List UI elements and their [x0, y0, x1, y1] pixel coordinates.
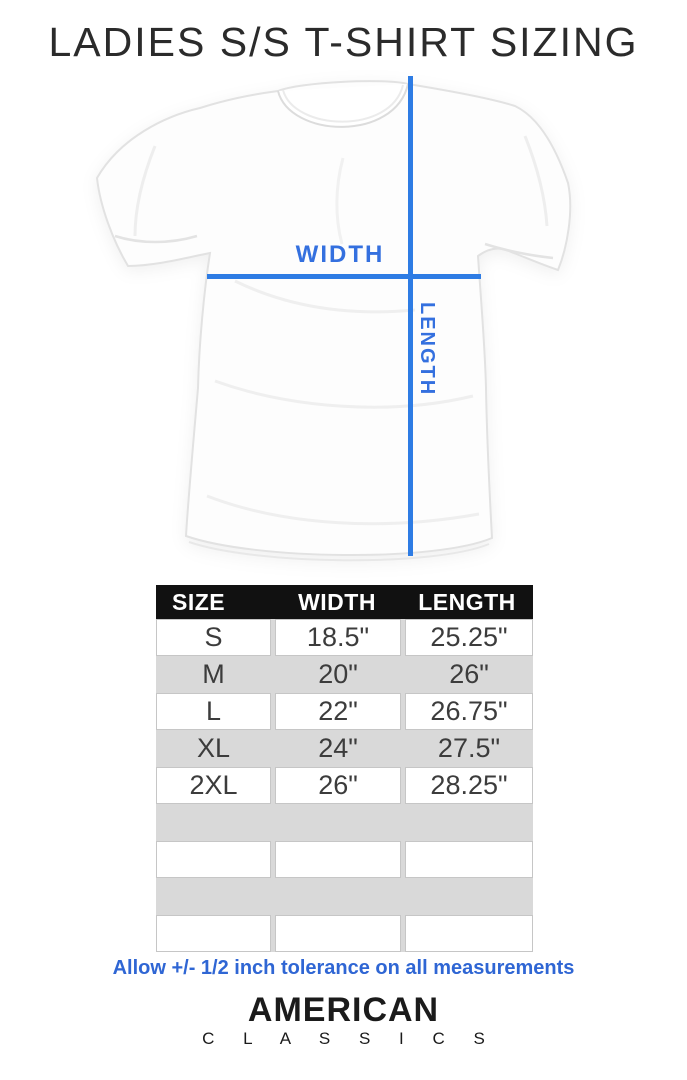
- table-row: S 18.5" 25.25": [156, 619, 533, 656]
- table-row: XL 24" 27.5": [156, 730, 533, 767]
- width-value: 20": [318, 659, 358, 689]
- length-value: [405, 878, 533, 915]
- width-measure-line: [207, 274, 481, 279]
- brand-logo-line2: C L A S S I C S: [202, 1029, 497, 1048]
- wrinkle: [335, 157, 345, 245]
- wrinkle: [234, 279, 416, 314]
- size-table-header: SIZE WIDTH LENGTH: [156, 585, 533, 619]
- length-value: 26.75": [405, 693, 533, 730]
- size-value: 2XL: [156, 767, 271, 804]
- tshirt-outline: [95, 80, 572, 556]
- width-value: [275, 841, 401, 878]
- width-label: WIDTH: [295, 241, 385, 268]
- tolerance-note: Allow +/- 1/2 inch tolerance on all meas…: [112, 957, 575, 979]
- header-size: SIZE: [172, 588, 226, 615]
- length-value: 26": [449, 659, 489, 689]
- wrinkle: [133, 145, 157, 237]
- table-row-empty: [156, 841, 533, 878]
- table-row: 2XL 26" 28.25": [156, 767, 533, 804]
- length-value: 28.25": [405, 767, 533, 804]
- left-sleeve-seam: [114, 234, 198, 244]
- size-value: XL: [196, 733, 231, 763]
- size-value: M: [202, 659, 225, 689]
- table-row-empty: [156, 878, 533, 915]
- brand-logo: AMERICAN C L A S S I C S: [0, 993, 687, 1047]
- tshirt-diagram: WIDTH LENGTH: [85, 76, 600, 564]
- wrinkle: [214, 379, 474, 409]
- length-measure-line: [408, 76, 413, 556]
- brand-logo-line1: AMERICAN: [247, 991, 440, 1029]
- page-title: LADIES S/S T-SHIRT SIZING: [48, 19, 639, 65]
- width-value: [275, 804, 401, 841]
- length-value: 27.5": [437, 733, 501, 763]
- size-value: [156, 915, 271, 952]
- size-table: SIZE WIDTH LENGTH S 18.5" 25.25" M 20" 2…: [156, 585, 533, 952]
- width-value: 22": [275, 693, 401, 730]
- header-length: LENGTH: [418, 588, 516, 615]
- bottom-hem-seam: [188, 541, 490, 562]
- length-label: LENGTH: [416, 302, 438, 397]
- width-value: [275, 915, 401, 952]
- width-value: 26": [275, 767, 401, 804]
- width-value: [275, 878, 401, 915]
- table-row-empty: [156, 804, 533, 841]
- wrinkle: [206, 494, 480, 526]
- right-sleeve-seam: [484, 242, 554, 260]
- tshirt-image: [95, 80, 572, 562]
- size-value: L: [156, 693, 271, 730]
- header-width: WIDTH: [298, 588, 376, 615]
- tshirt-collar-rib: [282, 84, 404, 123]
- table-row: L 22" 26.75": [156, 693, 533, 730]
- table-row-empty: [156, 915, 533, 952]
- width-value: 24": [318, 733, 358, 763]
- length-value: 25.25": [405, 619, 533, 656]
- size-value: [156, 841, 271, 878]
- table-row: M 20" 26": [156, 656, 533, 693]
- length-value: [405, 841, 533, 878]
- size-value: S: [156, 619, 271, 656]
- size-value: [156, 804, 271, 841]
- length-value: [405, 915, 533, 952]
- length-value: [405, 804, 533, 841]
- wrinkle: [523, 135, 549, 227]
- size-value: [156, 878, 271, 915]
- width-value: 18.5": [275, 619, 401, 656]
